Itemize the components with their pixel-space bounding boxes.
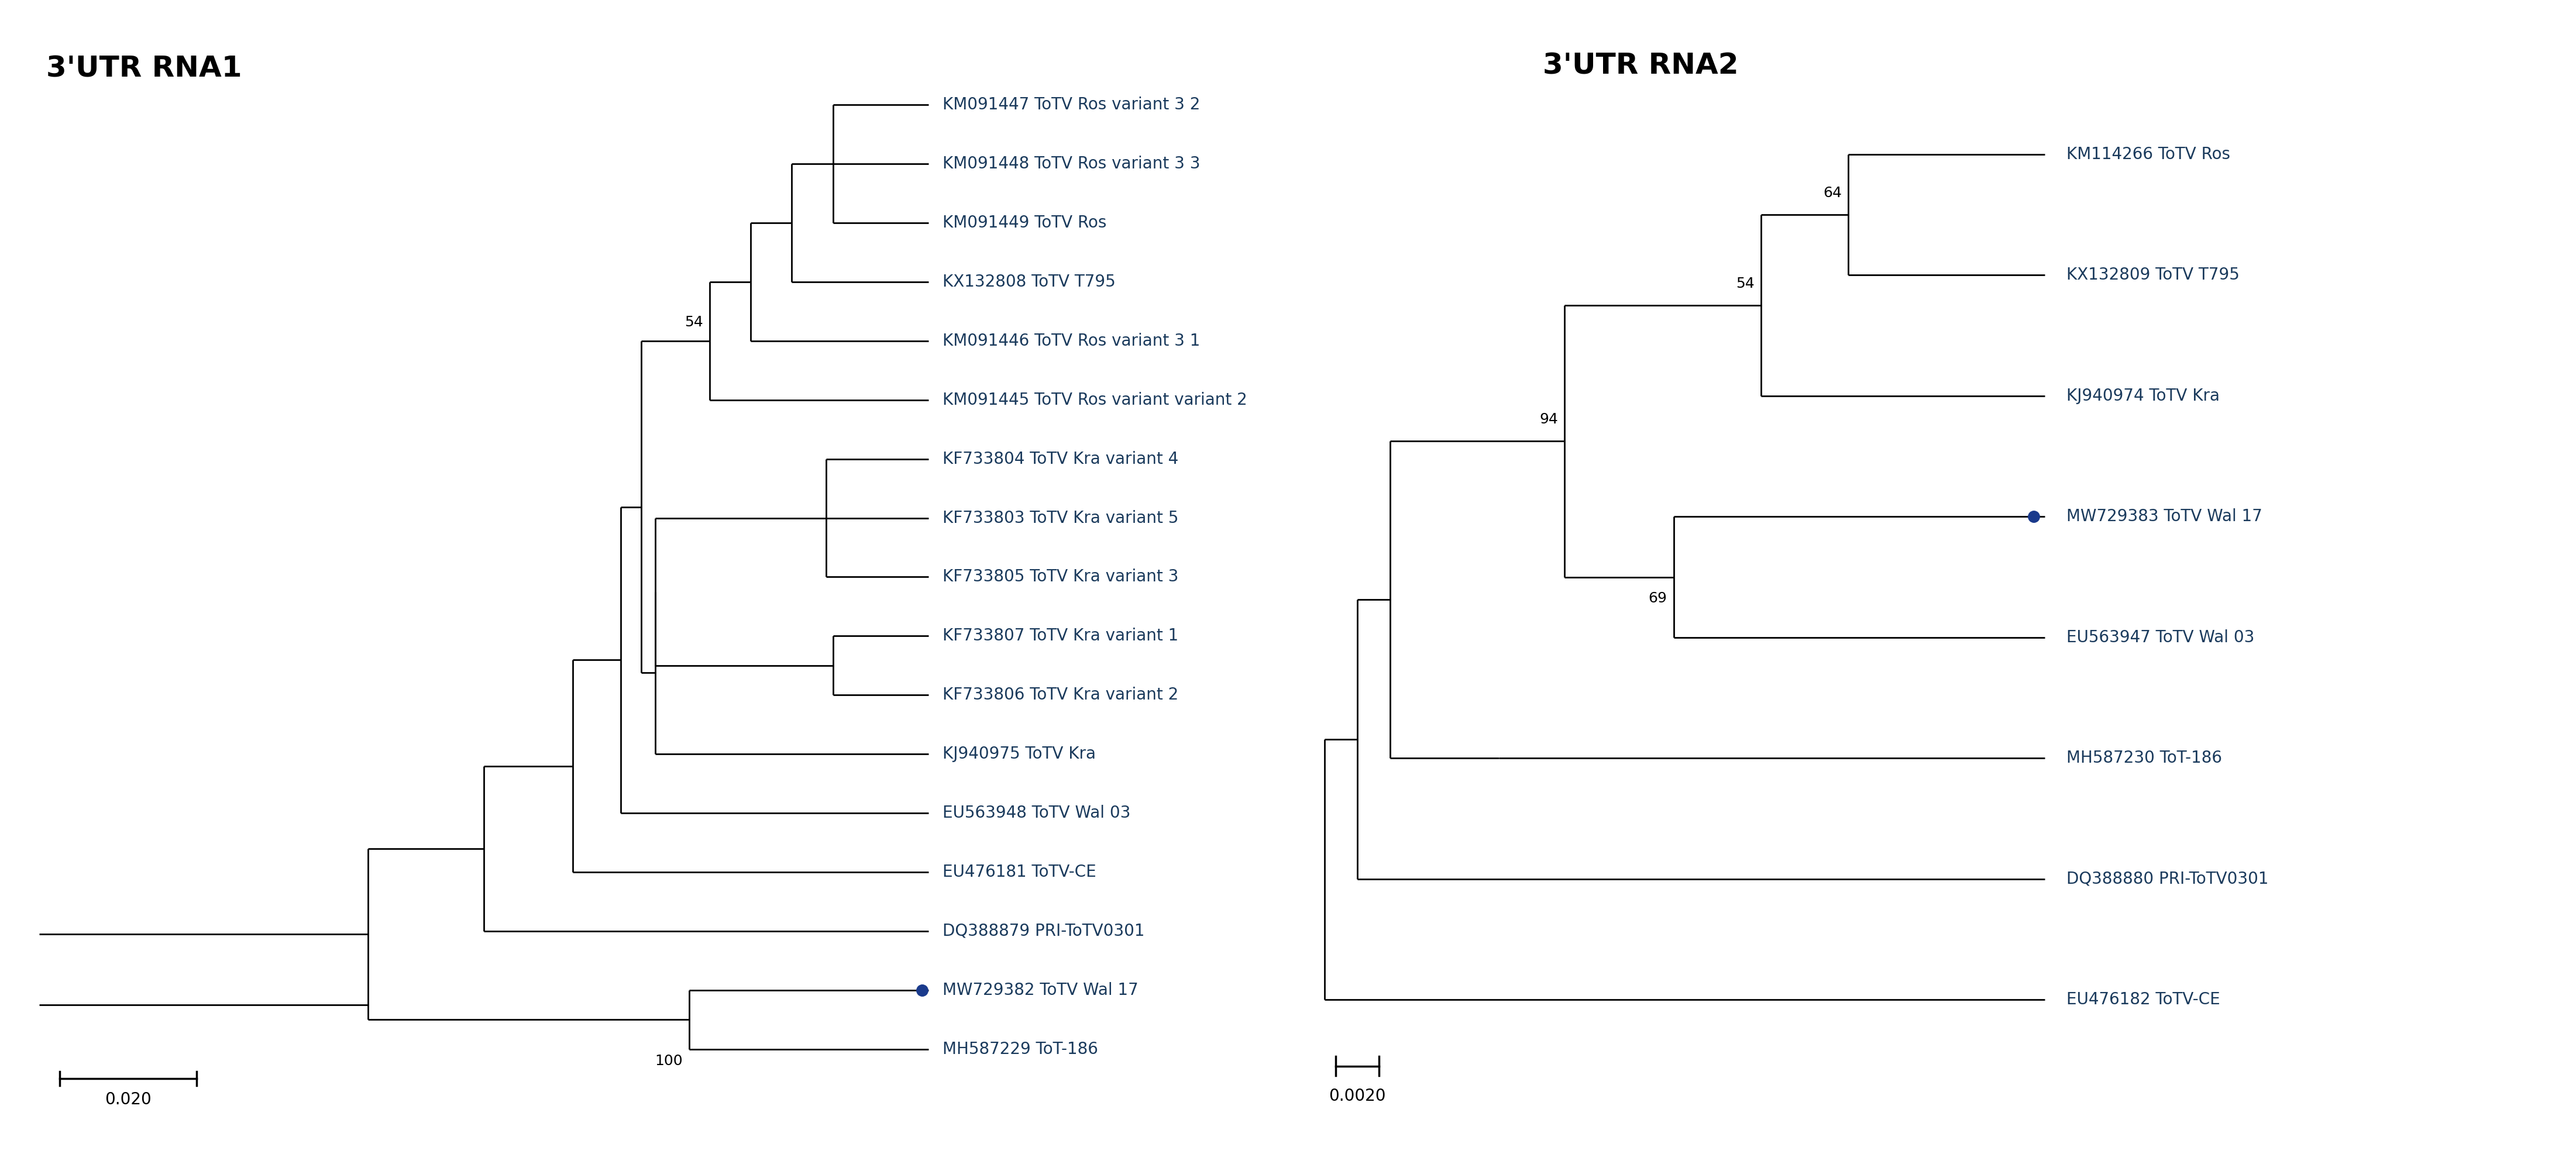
Text: DQ388879 PRI-ToTV0301: DQ388879 PRI-ToTV0301: [943, 923, 1144, 939]
Text: MH587229 ToT-186: MH587229 ToT-186: [943, 1041, 1097, 1057]
Text: 100: 100: [654, 1054, 683, 1067]
Text: KF733804 ToTV Kra variant 4: KF733804 ToTV Kra variant 4: [943, 451, 1177, 467]
Text: 54: 54: [1736, 277, 1754, 291]
Text: KJ940975 ToTV Kra: KJ940975 ToTV Kra: [943, 745, 1095, 763]
Text: KJ940974 ToTV Kra: KJ940974 ToTV Kra: [2066, 388, 2221, 404]
Text: MH587230 ToT-186: MH587230 ToT-186: [2066, 750, 2223, 766]
Text: KM091448 ToTV Ros variant 3 3: KM091448 ToTV Ros variant 3 3: [943, 156, 1200, 172]
Text: KF733806 ToTV Kra variant 2: KF733806 ToTV Kra variant 2: [943, 687, 1177, 703]
Text: EU563947 ToTV Wal 03: EU563947 ToTV Wal 03: [2066, 629, 2254, 645]
Text: KF733805 ToTV Kra variant 3: KF733805 ToTV Kra variant 3: [943, 569, 1177, 585]
Text: KX132809 ToTV T795: KX132809 ToTV T795: [2066, 267, 2239, 283]
Text: DQ388880 PRI-ToTV0301: DQ388880 PRI-ToTV0301: [2066, 871, 2269, 887]
Text: 94: 94: [1540, 413, 1558, 427]
Text: KM091447 ToTV Ros variant 3 2: KM091447 ToTV Ros variant 3 2: [943, 97, 1200, 113]
Text: KM091446 ToTV Ros variant 3 1: KM091446 ToTV Ros variant 3 1: [943, 332, 1200, 350]
Text: KM091445 ToTV Ros variant variant 2: KM091445 ToTV Ros variant variant 2: [943, 391, 1247, 409]
Text: 64: 64: [1824, 186, 1842, 200]
Text: MW729382 ToTV Wal 17: MW729382 ToTV Wal 17: [943, 982, 1139, 998]
Text: 69: 69: [1649, 592, 1667, 606]
Text: EU476181 ToTV-CE: EU476181 ToTV-CE: [943, 864, 1095, 881]
Text: KF733807 ToTV Kra variant 1: KF733807 ToTV Kra variant 1: [943, 628, 1177, 644]
Text: EU563948 ToTV Wal 03: EU563948 ToTV Wal 03: [943, 804, 1131, 822]
Text: KX132808 ToTV T795: KX132808 ToTV T795: [943, 273, 1115, 290]
Text: 3'UTR RNA2: 3'UTR RNA2: [1543, 52, 1739, 80]
Text: 0.020: 0.020: [106, 1092, 152, 1108]
Text: 54: 54: [685, 315, 703, 329]
Text: 0.0020: 0.0020: [1329, 1088, 1386, 1104]
Text: EU476182 ToTV-CE: EU476182 ToTV-CE: [2066, 991, 2221, 1007]
Text: KF733803 ToTV Kra variant 5: KF733803 ToTV Kra variant 5: [943, 510, 1177, 526]
Text: 3'UTR RNA1: 3'UTR RNA1: [46, 54, 242, 83]
Text: KM114266 ToTV Ros: KM114266 ToTV Ros: [2066, 147, 2231, 163]
Text: MW729383 ToTV Wal 17: MW729383 ToTV Wal 17: [2066, 509, 2262, 525]
Text: KM091449 ToTV Ros: KM091449 ToTV Ros: [943, 215, 1105, 231]
